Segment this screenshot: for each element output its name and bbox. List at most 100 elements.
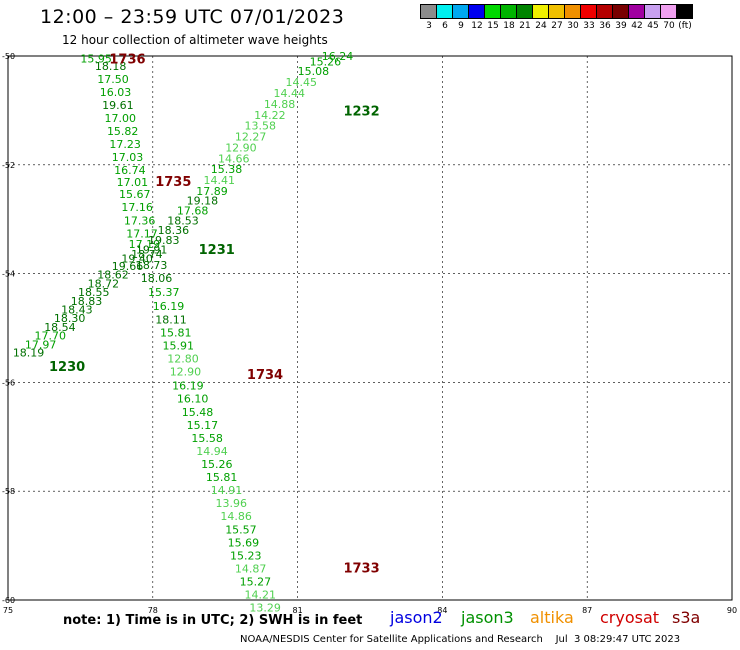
lat-axis-label: -50	[2, 52, 15, 61]
swh-label: 14.22	[254, 109, 286, 122]
swh-label: 15.69	[228, 536, 260, 549]
swh-label: 12.80	[167, 352, 199, 365]
scale-label: 33	[583, 21, 595, 31]
scale-label: (ft)	[678, 21, 692, 31]
lon-axis-label: 84	[437, 606, 447, 615]
scale-label: 12	[471, 21, 483, 31]
swh-label: 15.57	[225, 523, 257, 536]
map-title: 12:00 – 23:59 UTC 07/01/2023	[40, 6, 345, 28]
swh-label: 18.55	[78, 286, 110, 299]
swh-label: 18.53	[167, 214, 199, 227]
swh-label: 18.62	[97, 269, 129, 282]
lon-axis-label: 75	[3, 606, 13, 615]
swh-label: 15.67	[119, 188, 151, 201]
swh-label: 18.74	[131, 248, 163, 261]
swh-label: 18.06	[141, 272, 173, 285]
swh-label: 15.95	[80, 53, 112, 66]
swh-label: 17.23	[109, 138, 141, 151]
scale-swatch	[676, 4, 693, 19]
swh-label: 17.68	[177, 204, 209, 217]
swh-label: 14.66	[218, 152, 250, 165]
swh-label: 18.83	[71, 295, 103, 308]
swh-label: 16.03	[100, 86, 132, 99]
legend-s3a: s3a	[672, 608, 701, 627]
swh-label: 18.19	[13, 346, 45, 359]
swh-label: 17.03	[112, 151, 144, 164]
lat-axis-label: -60	[2, 596, 15, 605]
swh-label: 15.58	[191, 432, 223, 445]
legend-jason2: jason2	[390, 608, 443, 627]
pass-number-label: 1735	[155, 175, 191, 190]
swh-label: 15.81	[160, 326, 192, 339]
footnote: note: 1) Time is in UTC; 2) SWH is in fe…	[63, 613, 363, 628]
swh-label: 15.17	[187, 419, 219, 432]
scale-label: 70	[663, 21, 675, 31]
swh-label: 14.41	[203, 174, 235, 187]
swh-label: 15.08	[298, 65, 330, 78]
swh-label: 17.97	[25, 338, 57, 351]
scale-label: 30	[567, 21, 579, 31]
swh-label: 15.26	[201, 458, 233, 471]
swh-label: 17.00	[105, 112, 136, 125]
swh-label: 14.87	[235, 562, 267, 575]
pass-number-label: 1231	[199, 243, 235, 258]
swh-label: 15.26	[310, 55, 342, 68]
swh-label: 19.40	[121, 252, 153, 265]
lon-axis-label: 90	[727, 606, 737, 615]
swh-label: 18.18	[95, 60, 127, 73]
scale-label: 15	[487, 21, 499, 31]
swh-label: 17.16	[121, 201, 153, 214]
lat-axis-label: -54	[2, 270, 15, 279]
swh-label: 14.94	[196, 445, 228, 458]
swh-label: 18.43	[61, 304, 93, 317]
scale-label: 9	[458, 21, 464, 31]
swh-label: 17.50	[97, 73, 129, 86]
swh-label: 15.37	[148, 286, 180, 299]
scale-label: 24	[535, 21, 547, 31]
swh-label: 15.81	[206, 471, 238, 484]
swh-label: 18.30	[54, 312, 86, 325]
swh-label: 12.27	[235, 131, 267, 144]
lon-axis-label: 81	[293, 606, 303, 615]
swh-label: 16.10	[177, 393, 209, 406]
swh-label: 12.90	[225, 141, 257, 154]
swh-label: 13.96	[216, 497, 248, 510]
swh-label: 14.88	[264, 98, 296, 111]
swh-label: 15.82	[107, 125, 138, 138]
swh-label: 14.91	[211, 484, 243, 497]
swh-label: 16.74	[114, 164, 146, 177]
scale-label: 36	[599, 21, 611, 31]
swh-label: 15.23	[230, 549, 262, 562]
swh-label: 17.01	[117, 176, 149, 189]
pass-number-label: 1232	[343, 104, 379, 119]
scale-label: 6	[442, 21, 448, 31]
scale-label: 18	[503, 21, 515, 31]
swh-label: 14.86	[220, 510, 252, 523]
pass-number-label: 1733	[343, 561, 379, 576]
swh-label: 17.36	[124, 214, 156, 227]
scale-label: 45	[647, 21, 659, 31]
swh-label: 14.21	[245, 589, 276, 602]
swh-label: 16.19	[153, 300, 185, 313]
lon-axis-label: 87	[582, 606, 592, 615]
swh-label: 14.45	[286, 76, 318, 89]
scale-label: 42	[631, 21, 643, 31]
swh-label: 12.90	[170, 366, 202, 379]
swh-label: 18.11	[155, 313, 187, 326]
swh-label: 15.38	[211, 163, 243, 176]
scale-label: 39	[615, 21, 627, 31]
legend-jason3: jason3	[461, 608, 514, 627]
swh-label: 15.27	[240, 576, 272, 589]
swh-label: 17.70	[35, 330, 66, 343]
scale-label: 27	[551, 21, 563, 31]
swh-label: 19.83	[148, 234, 180, 247]
swh-label: 19.61	[102, 99, 133, 112]
swh-label: 19.91	[136, 244, 168, 257]
lat-axis-label: -52	[2, 161, 15, 170]
swh-label: 15.48	[182, 406, 214, 419]
swh-label: 13.29	[249, 602, 280, 615]
lon-axis-label: 78	[148, 606, 158, 615]
pass-number-label: 1736	[109, 53, 145, 68]
swh-label: 18.72	[88, 277, 120, 290]
